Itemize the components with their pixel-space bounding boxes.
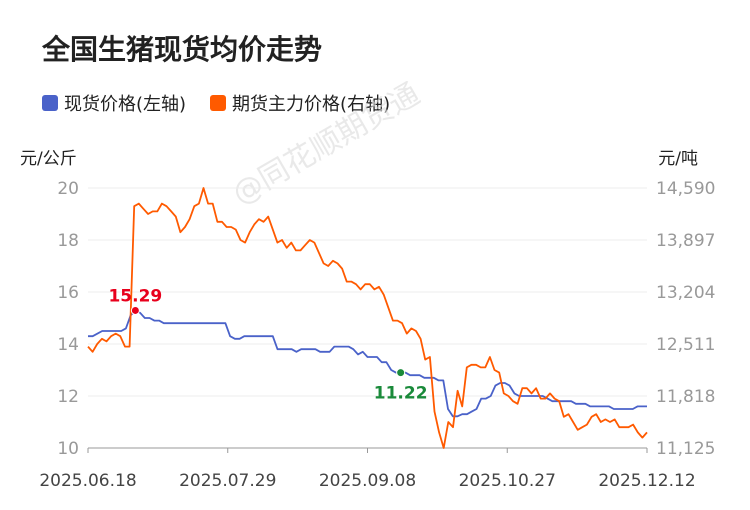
left-tick-label: 16 [57,283,79,303]
min-point-marker [396,368,406,378]
x-tick-label: 2025.07.29 [179,471,276,491]
legend: 现货价格(左轴) 期货主力价格(右轴) [42,90,390,116]
x-tick-label: 2025.06.18 [39,471,136,491]
spot-price-line [88,309,647,418]
left-tick-label: 18 [57,231,79,251]
x-tick-label: 2025.10.27 [459,471,556,491]
x-tick-label: 2025.09.08 [319,471,416,491]
watermark: @同花顺期货通 [227,77,426,212]
left-axis-unit: 元/公斤 [20,149,77,169]
annotations: 15.29 11.22 [108,286,427,403]
legend-swatch-spot [42,95,58,111]
legend-swatch-futures [210,95,227,111]
legend-item-futures[interactable]: 期货主力价格(右轴) [210,90,390,116]
chart-title: 全国生猪现货均价走势 [42,33,323,66]
max-point-label: 15.29 [108,286,162,306]
right-axis-ticks: 14,590 13,897 13,204 12,511 11,818 11,125 [656,179,715,459]
left-tick-label: 14 [57,335,79,355]
left-tick-label: 12 [57,387,79,407]
left-axis-ticks: 20 18 16 14 12 10 [57,179,79,459]
gridlines [88,187,647,449]
left-tick-label: 10 [57,439,79,459]
legend-label-spot: 现货价格(左轴) [64,94,187,115]
min-point-label: 11.22 [374,384,428,404]
futures-price-line [87,187,648,449]
right-tick-label: 13,897 [656,231,715,251]
right-tick-label: 13,204 [656,283,715,303]
x-tick-label: 2025.12.12 [598,471,695,491]
series-lines [87,187,648,449]
legend-item-spot[interactable]: 现货价格(左轴) [42,90,186,116]
legend-label-futures: 期货主力价格(右轴) [232,94,391,115]
right-tick-label: 11,125 [656,439,715,459]
left-tick-label: 20 [57,179,79,199]
x-axis: 2025.06.18 2025.07.29 2025.09.08 2025.10.27… [39,448,696,491]
right-axis-unit: 元/吨 [658,149,698,169]
max-point-marker [130,305,140,315]
right-tick-label: 12,511 [656,335,715,355]
right-tick-label: 14,590 [656,179,715,199]
right-tick-label: 11,818 [656,387,715,407]
